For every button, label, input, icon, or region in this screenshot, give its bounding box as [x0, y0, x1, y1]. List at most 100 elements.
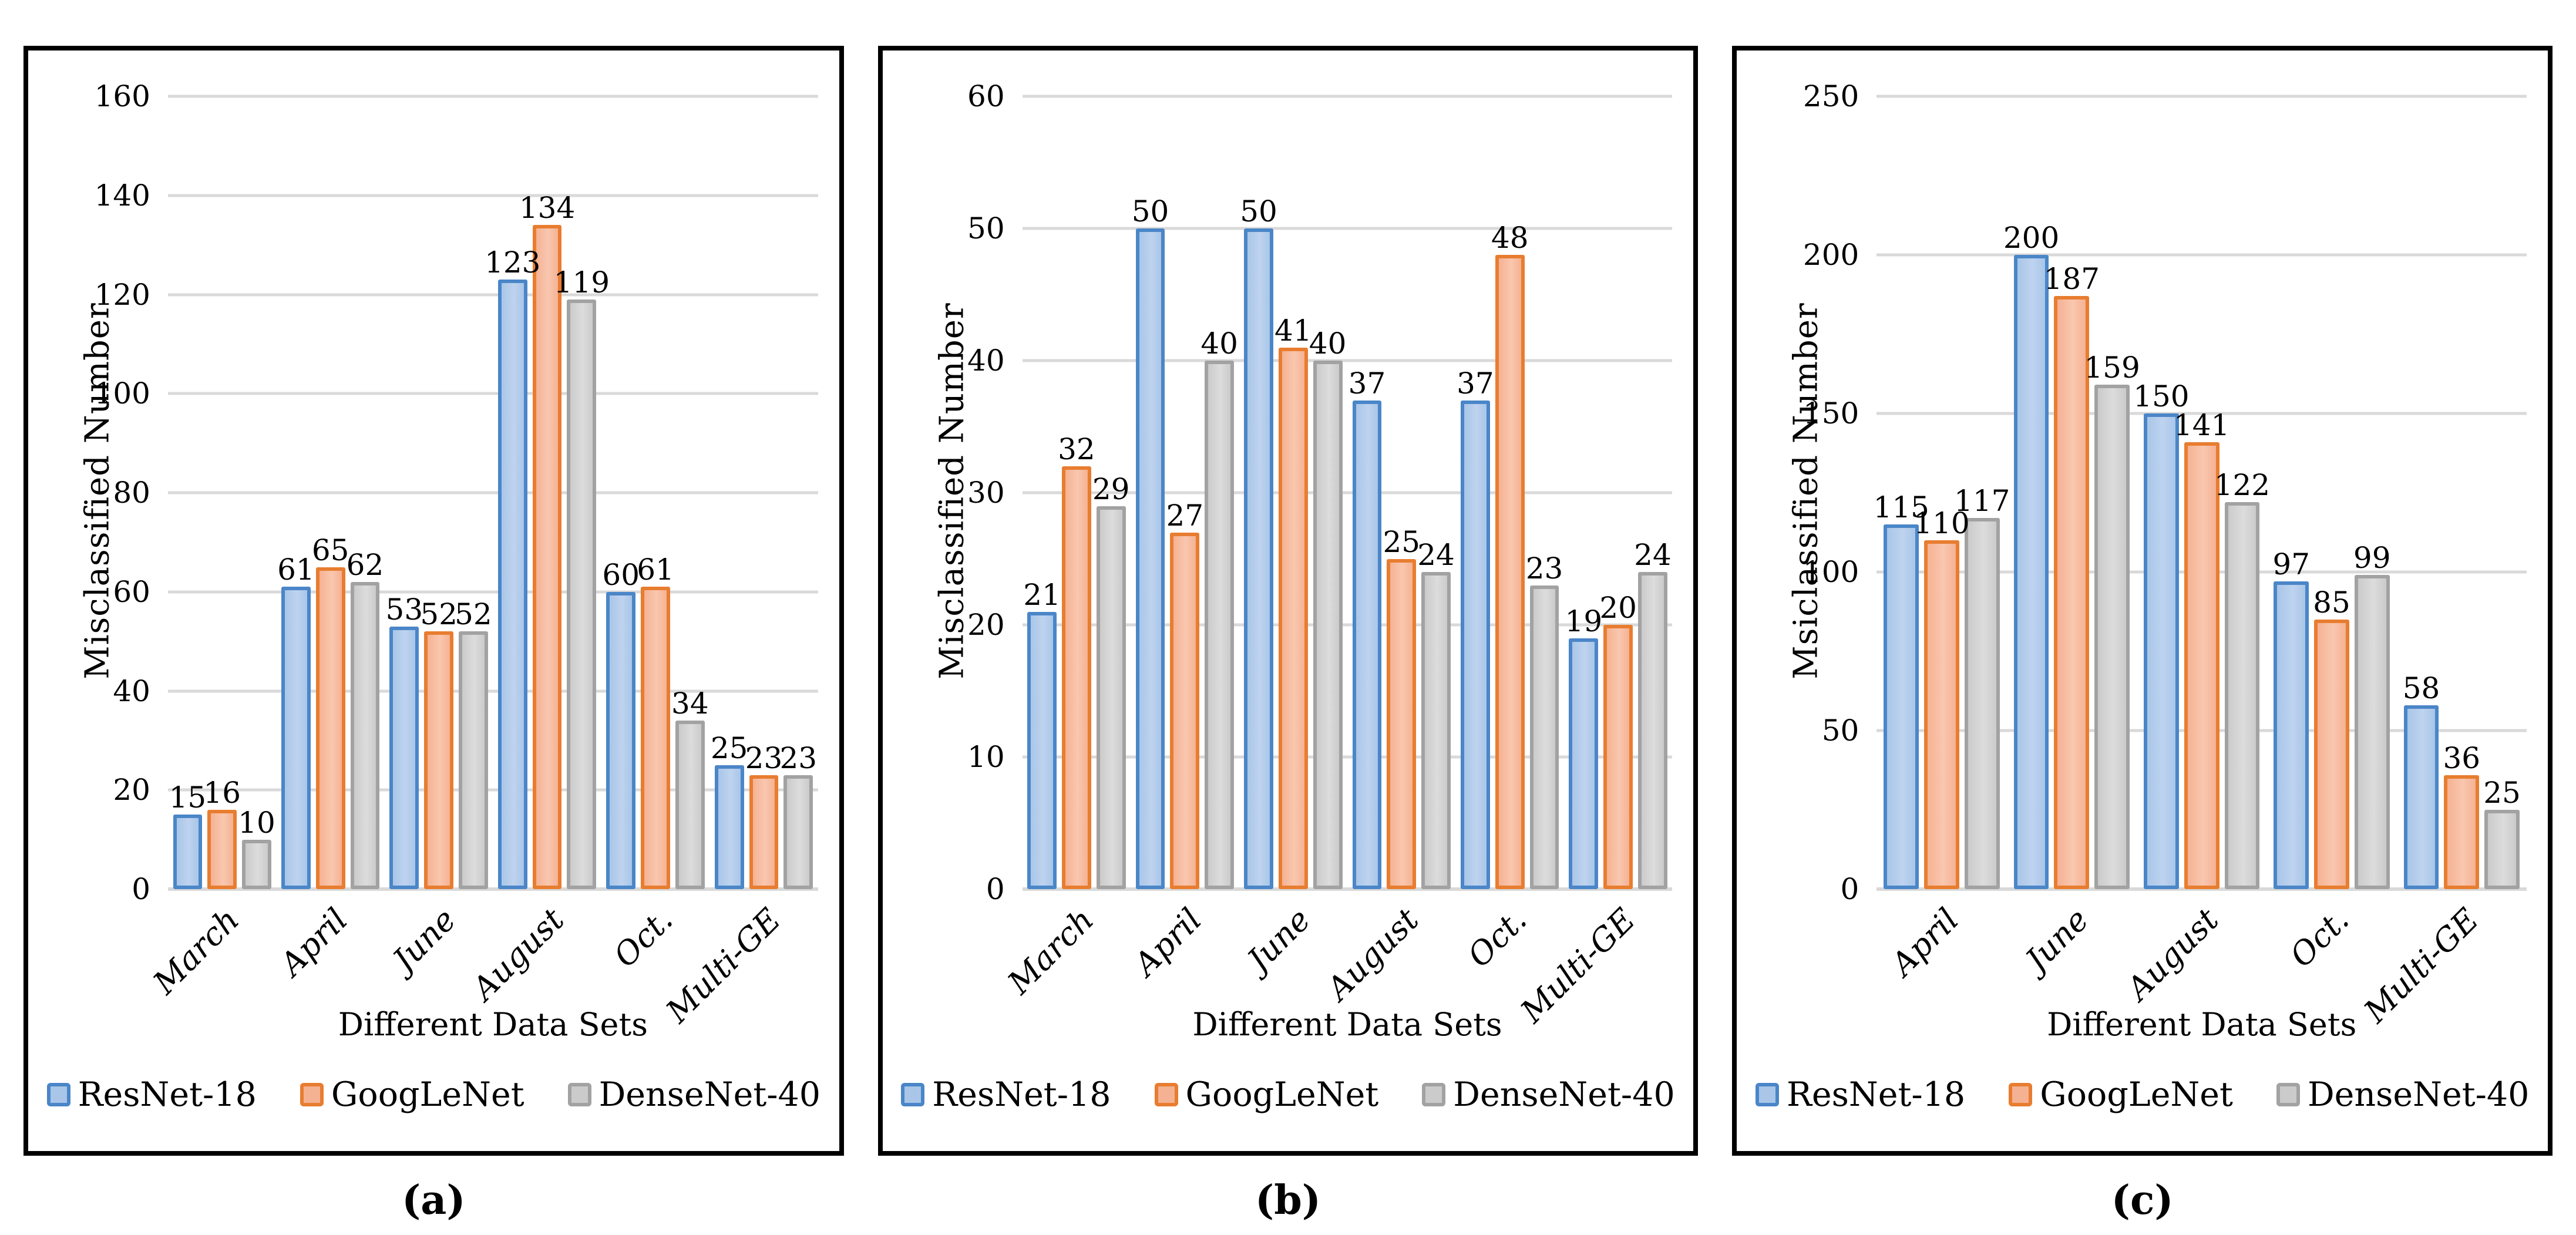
legend: ResNet-18 GoogLeNet DenseNet-40 — [889, 1071, 1688, 1118]
bar-group-June: 53 52 52 — [385, 96, 493, 889]
bar-DenseNet-40-March: 10 — [238, 808, 275, 889]
bar-value-label: 25 — [1383, 524, 1421, 559]
x-tick-label: June — [385, 901, 463, 979]
bar-DenseNet-40-Multi-GE: 23 — [779, 743, 817, 889]
bar-GoogLeNet-Multi-GE: 23 — [745, 743, 782, 889]
bar-layer: 115 110 117 200 187 159 150 141 122 97 85 99 58 36 25 — [1873, 96, 2527, 889]
bar-value-label: 97 — [2272, 547, 2311, 582]
y-tick-label: 0 — [1840, 872, 1859, 906]
x-axis-line — [168, 887, 818, 891]
x-tick-label: June — [1240, 901, 1317, 979]
gridline — [168, 689, 818, 692]
bar-value-label: 117 — [1954, 484, 2010, 519]
figure-panels: Misclassified Number 160 140 120 100 80 60 40 2… — [23, 46, 2553, 1156]
legend-swatch — [901, 1083, 925, 1106]
bar-ResNet-18-Multi-GE: 19 — [1565, 607, 1602, 889]
legend-label: DenseNet-40 — [1453, 1075, 1675, 1114]
plot-area: 60 50 40 30 20 10 0 21 32 29 50 27 40 50 41 40 37 25 24 37… — [967, 82, 1673, 1030]
gridline — [1876, 253, 2527, 257]
bar-value-label: 52 — [420, 597, 458, 632]
gridline — [1022, 491, 1673, 494]
bar-value-label: 65 — [311, 533, 349, 567]
y-tick-label: 150 — [1802, 396, 1859, 430]
legend-item-ResNet-18: ResNet-18 — [1755, 1078, 1965, 1112]
x-tick-label: August — [465, 901, 571, 1008]
bar-ResNet-18-June: 200 — [2003, 223, 2059, 889]
plot-area: 250 200 150 100 50 0 115 110 117 200 187 159 150 141… — [1803, 82, 2527, 1030]
bar-GoogLeNet-March: 32 — [1058, 435, 1095, 889]
bar-ResNet-18-March: 15 — [169, 783, 206, 889]
bar-value-label: 61 — [277, 553, 315, 587]
bar-value-label: 25 — [2483, 776, 2521, 810]
gridline — [168, 293, 818, 296]
bar-value-label: 159 — [2084, 351, 2140, 385]
x-axis-line — [1876, 887, 2527, 891]
bar-ResNet-18-Oct.: 60 — [602, 560, 640, 889]
y-tick-label: 160 — [94, 79, 150, 113]
y-axis-title: Msiclassified Number — [1787, 302, 1825, 679]
bar-DenseNet-40-April: 117 — [1954, 486, 2010, 889]
bar-GoogLeNet-August: 25 — [1383, 527, 1420, 889]
bar-group-Multi-GE: 19 20 24 — [1564, 96, 1672, 889]
bar-ResNet-18-April: 50 — [1132, 197, 1169, 889]
bar-GoogLeNet-August: 134 — [519, 193, 575, 889]
bar-value-label: 134 — [519, 191, 576, 226]
bar-DenseNet-40-April: 40 — [1200, 329, 1238, 889]
bar-value-label: 40 — [1309, 327, 1347, 361]
bar-value-label: 85 — [2313, 585, 2350, 620]
bar-GoogLeNet-June: 41 — [1274, 316, 1312, 889]
x-axis-line — [1022, 887, 1673, 891]
bar-value-label: 53 — [385, 592, 423, 627]
legend-item-DenseNet-40: DenseNet-40 — [567, 1075, 821, 1114]
x-axis-title: Different Data Sets — [2047, 1006, 2357, 1043]
legend-label: ResNet-18 — [78, 1075, 257, 1114]
x-tick-label: Oct. — [606, 901, 680, 975]
gridline — [1022, 95, 1673, 98]
legend: ResNet-18 GoogLeNet DenseNet-40 — [34, 1071, 833, 1118]
bar-value-label: 34 — [671, 687, 709, 721]
bar-group-April: 115 110 117 — [1873, 96, 2010, 889]
bar-GoogLeNet-March: 16 — [203, 778, 241, 889]
bar-group-April: 50 27 40 — [1131, 96, 1239, 889]
bar-value-label: 27 — [1166, 498, 1204, 533]
y-tick-label: 40 — [113, 674, 150, 708]
gridline — [168, 392, 818, 395]
bar-layer: 21 32 29 50 27 40 50 41 40 37 25 24 37 48 23 19 20 24 — [1023, 96, 1673, 889]
legend-swatch — [1422, 1083, 1446, 1106]
bar-value-label: 23 — [745, 741, 783, 775]
y-tick-label: 60 — [113, 574, 150, 609]
y-tick-label: 30 — [967, 476, 1005, 510]
gridline-layer: 60 50 40 30 20 10 0 — [967, 82, 1673, 904]
bar-value-label: 115 — [1873, 490, 1929, 524]
bar-value-label: 150 — [2133, 379, 2190, 413]
bar-group-Multi-GE: 58 36 25 — [2397, 96, 2527, 889]
legend-label: DenseNet-40 — [598, 1075, 821, 1114]
y-tick-label: 100 — [1802, 555, 1859, 589]
figure-captions: (a) (b) (c) — [0, 1156, 2576, 1224]
bar-GoogLeNet-April: 27 — [1166, 501, 1203, 889]
bar-DenseNet-40-August: 119 — [554, 268, 610, 889]
x-axis-title: Different Data Sets — [1192, 1006, 1502, 1043]
legend-swatch — [2276, 1083, 2300, 1106]
bar-DenseNet-40-June: 52 — [455, 600, 492, 889]
gridline — [1876, 95, 2527, 98]
bar-value-label: 23 — [1525, 551, 1563, 585]
bar-DenseNet-40-Multi-GE: 24 — [1634, 540, 1672, 889]
bar-value-label: 41 — [1274, 313, 1312, 348]
bar-value-label: 36 — [2443, 741, 2481, 775]
caption-c: (c) — [2111, 1177, 2174, 1224]
bar-GoogLeNet-Multi-GE: 36 — [2443, 743, 2480, 889]
gridline — [1876, 412, 2527, 415]
chart-panel-c: Msiclassified Number 250 200 150 100 50 0 115… — [1732, 46, 2553, 1156]
gridline — [168, 590, 818, 594]
x-tick-label: June — [2018, 901, 2096, 979]
bar-ResNet-18-Oct.: 37 — [1457, 369, 1494, 889]
x-tick-label: April — [1127, 901, 1209, 983]
bar-DenseNet-40-Oct.: 99 — [2353, 543, 2391, 889]
bar-ResNet-18-Multi-GE: 25 — [711, 733, 748, 889]
legend-label: GoogLeNet — [1185, 1075, 1379, 1114]
bar-value-label: 25 — [710, 731, 748, 766]
y-tick-label: 140 — [94, 178, 150, 213]
bar-value-label: 16 — [203, 776, 241, 810]
bar-group-Oct.: 37 48 23 — [1455, 96, 1563, 889]
